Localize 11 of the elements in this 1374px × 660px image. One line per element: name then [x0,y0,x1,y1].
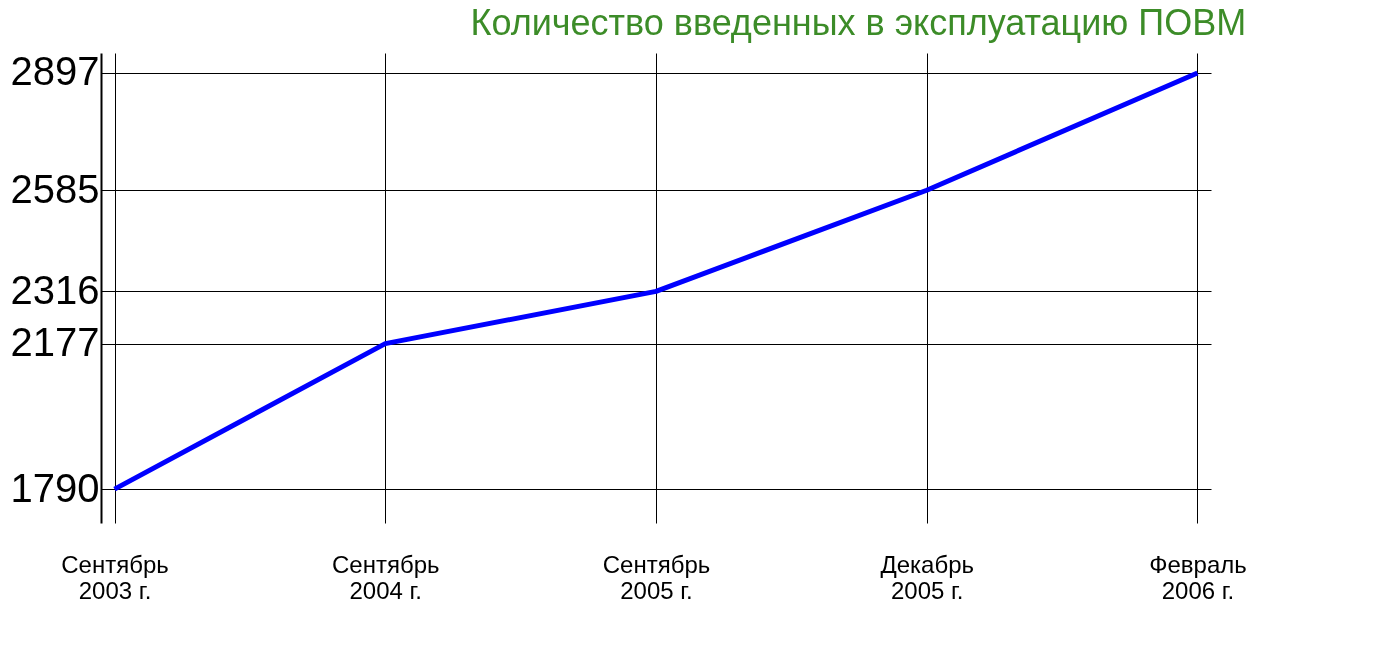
y-tick-label: 2585 [10,166,100,211]
chart-title: Количество введенных в эксплуатацию ПОВМ [470,1,1247,43]
x-tick-label: Сентябрь 2004 г. [332,550,440,604]
x-tick-label: Сентябрь 2003 г. [61,550,169,604]
y-tick-label: 1790 [10,465,100,510]
x-tick-label: Февраль 2006 г. [1149,550,1247,604]
x-tick-label: Декабрь 2005 г. [880,550,975,604]
y-tick-label: 2177 [10,320,100,365]
y-tick-label: 2897 [10,49,100,94]
y-tick-label: 2316 [10,267,100,312]
x-tick-label: Сентябрь 2005 г. [602,550,711,604]
